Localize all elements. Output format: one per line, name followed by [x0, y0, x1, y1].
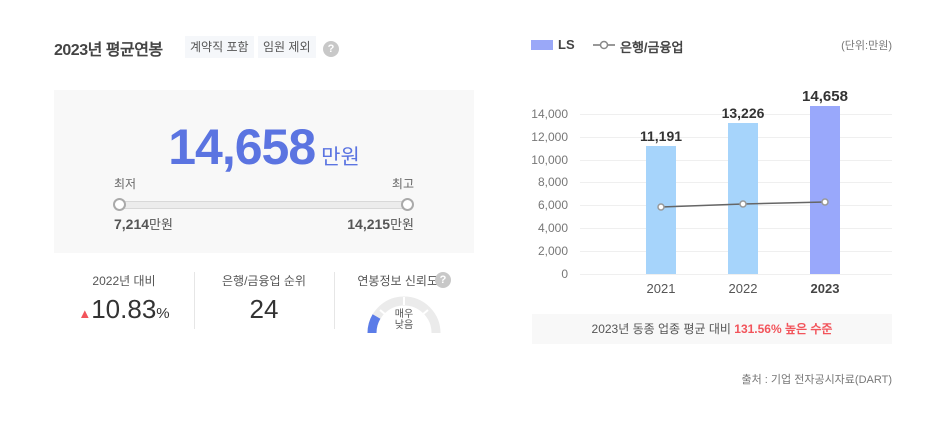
- average-salary-value: 14,658: [168, 119, 316, 175]
- max-knob: [401, 198, 414, 211]
- y-tick: 6,000: [537, 198, 568, 212]
- up-triangle-icon: ▲: [78, 306, 92, 321]
- yoy-label: 2022년 대비: [92, 274, 156, 288]
- gauge-text: 매우 낮음: [394, 309, 414, 331]
- salary-summary-panel: 14,658 만원 최저 최고 7,214만원 14,215만원: [54, 90, 474, 253]
- legend-ls-swatch: [531, 40, 553, 50]
- min-knob: [113, 198, 126, 211]
- reliability-gauge: [367, 296, 441, 333]
- page-title: 2023년 평균연봉: [54, 42, 163, 59]
- yoy-stat: ▲10.83%: [78, 294, 170, 324]
- reliability-help-icon[interactable]: ?: [435, 272, 451, 288]
- executive-excluded-tag: 임원 제외: [258, 36, 316, 58]
- y-tick: 14,000: [531, 107, 568, 121]
- max-label: 최고: [391, 177, 414, 191]
- contract-included-tag: 계약직 포함: [185, 36, 254, 58]
- y-tick: 12,000: [531, 130, 568, 144]
- y-tick: 0: [561, 267, 568, 281]
- legend-bank-label: 은행/금융업: [620, 40, 684, 55]
- source-label: 출처 : 기업 전자공시자료(DART): [741, 374, 893, 386]
- divider: [334, 272, 335, 329]
- y-tick: 8,000: [537, 175, 568, 189]
- reliability-label: 연봉정보 신뢰도: [357, 274, 438, 288]
- y-tick: 4,000: [537, 221, 568, 235]
- min-label: 최저: [114, 177, 137, 191]
- grid-line: [580, 114, 892, 115]
- min-salary: 7,214만원: [114, 216, 173, 232]
- help-icon[interactable]: ?: [323, 41, 339, 57]
- comparison-note: 2023년 동종 업종 평균 대비 131.56% 높은 수준: [532, 314, 892, 344]
- x-label: 2022: [728, 281, 758, 296]
- yoy-value: 10.83: [91, 294, 157, 324]
- x-label: 2021: [646, 281, 676, 296]
- y-tick: 2,000: [537, 244, 568, 258]
- average-salary-unit: 만원: [321, 146, 360, 169]
- x-label: 2023: [810, 281, 840, 296]
- bar-value-label: 11,191: [639, 128, 683, 144]
- max-salary: 14,215만원: [347, 216, 414, 232]
- legend-line-marker-icon: [593, 40, 615, 50]
- y-tick: 10,000: [531, 153, 568, 167]
- bar-2023[interactable]: [810, 106, 840, 274]
- rank-label: 은행/금융업 순위: [222, 274, 306, 288]
- unit-label: (단위:만원): [841, 40, 892, 52]
- legend-ls-label: LS: [558, 37, 575, 52]
- bar-value-label: 14,658: [802, 88, 848, 105]
- grid-line: [580, 274, 892, 275]
- bar-value-label: 13,226: [721, 105, 765, 121]
- average-salary: 14,658 만원: [54, 118, 474, 176]
- comparison-highlight: 131.56% 높은 수준: [734, 322, 833, 336]
- divider: [194, 272, 195, 329]
- rank-value: 24: [249, 294, 279, 324]
- bar-2022[interactable]: [728, 123, 758, 274]
